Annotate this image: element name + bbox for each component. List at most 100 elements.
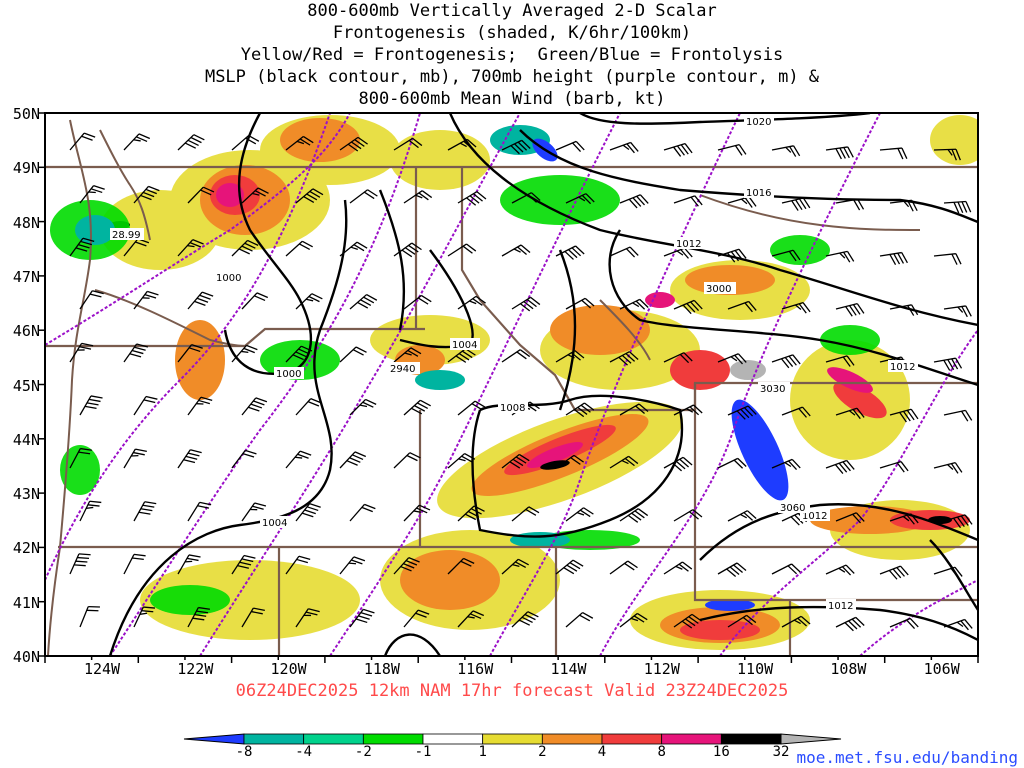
colorbar-label: 32	[772, 744, 790, 760]
wind-barb	[565, 297, 595, 310]
wind-barb	[619, 298, 649, 310]
lat-label: 45N	[12, 376, 40, 395]
colorbar-segment	[243, 733, 305, 745]
wind-barb	[349, 189, 378, 204]
wind-barb	[69, 553, 91, 575]
wind-barb	[943, 514, 973, 529]
wind-barb	[717, 248, 747, 263]
lat-label: 50N	[12, 105, 40, 123]
wind-barb	[79, 290, 104, 310]
wind-barb	[403, 504, 431, 522]
wind-barb	[349, 398, 377, 416]
axis-ticks	[39, 112, 979, 663]
wind-barb	[727, 614, 757, 628]
wind-barb	[187, 501, 212, 522]
svg-text:1012: 1012	[890, 362, 915, 373]
wind-barb	[619, 194, 649, 209]
wind-barb	[663, 561, 693, 575]
mslp-label: 28.99	[110, 228, 144, 241]
colorbar-min-triangle	[183, 733, 245, 745]
lat-label: 43N	[12, 485, 40, 504]
lat-label: 49N	[12, 159, 40, 178]
wind-barb	[501, 244, 531, 257]
lat-label: 47N	[12, 267, 40, 286]
wind-barb	[393, 242, 422, 258]
wind-barb	[835, 303, 865, 317]
wind-barb	[889, 408, 919, 423]
wind-barb	[943, 409, 973, 422]
wind-barb	[295, 293, 323, 310]
mslp-label: 1012	[888, 360, 918, 373]
colorbar-label: -8	[235, 744, 253, 760]
wind-barb	[501, 558, 529, 575]
svg-text:1004: 1004	[452, 340, 477, 351]
wind-barb	[133, 395, 158, 416]
wind-barb	[79, 395, 103, 416]
wind-barb	[285, 345, 313, 363]
mslp-label: 1000	[214, 271, 244, 284]
wind-barb	[835, 198, 865, 211]
wind-barb	[619, 508, 649, 523]
title-line-1: 800-600mb Vertically Averaged 2-D Scalar	[307, 1, 717, 21]
wind-barb	[511, 506, 540, 522]
wind-barb	[555, 245, 585, 260]
wind-barb	[825, 564, 855, 576]
wind-barb	[673, 299, 703, 315]
wind-barb	[295, 608, 320, 628]
title-line-3: Yellow/Red = Frontogenesis; Green/Blue =…	[240, 45, 784, 65]
wind-barb	[79, 605, 100, 628]
wind-barb	[403, 190, 433, 204]
wind-barb	[555, 140, 585, 152]
wind-barb	[187, 606, 211, 628]
colorbar-segment	[661, 733, 722, 745]
wind-barb	[241, 502, 267, 522]
wind-barb	[403, 294, 432, 310]
wind-barb	[339, 241, 368, 257]
wind-barb	[393, 557, 420, 575]
wind-barb	[447, 557, 475, 575]
wind-barb	[457, 400, 486, 416]
wind-barb	[447, 243, 477, 257]
credit-link[interactable]: moe.met.fsu.edu/banding	[796, 748, 1018, 767]
wind-barb	[177, 449, 202, 469]
wind-barb	[619, 403, 649, 416]
lon-label: 120W	[270, 660, 307, 678]
wind-barb	[717, 144, 747, 156]
colorbar	[183, 733, 842, 745]
wind-barb	[339, 346, 367, 363]
colorbar-segment	[601, 733, 663, 745]
lat-label: 41N	[12, 593, 40, 612]
height-label: 2940	[388, 362, 420, 375]
lon-label: 122W	[177, 660, 214, 678]
wind-barb	[79, 500, 102, 522]
wind-barb	[673, 195, 703, 207]
wind-barb	[663, 352, 693, 364]
wind-barb	[781, 406, 811, 418]
mslp-label: 1012	[674, 237, 704, 250]
lon-label: 116W	[457, 660, 494, 678]
wind-barb	[133, 606, 156, 628]
wind-barb	[403, 609, 430, 628]
wind-barb	[879, 251, 908, 265]
mslp-label: 1020	[744, 115, 774, 128]
colorbar-segment	[541, 733, 603, 745]
wind-barb	[727, 405, 757, 420]
svg-text:1000: 1000	[216, 273, 241, 284]
wind-barb	[511, 611, 539, 628]
wind-barb	[393, 347, 422, 363]
colorbar-label: 2	[538, 744, 547, 760]
lon-label: 106W	[923, 660, 960, 678]
wind-barb	[933, 357, 963, 371]
wind-barb	[349, 293, 378, 310]
svg-text:1012: 1012	[802, 511, 827, 522]
wind-barb	[879, 460, 909, 473]
wind-barb	[123, 343, 149, 363]
wind-barb	[79, 185, 105, 204]
colorbar-label: -4	[295, 744, 313, 760]
title-line-4: MSLP (black contour, mb), 700mb height (…	[204, 67, 820, 87]
svg-text:1020: 1020	[746, 117, 771, 128]
lon-label: 114W	[550, 660, 587, 678]
wind-barb	[511, 296, 541, 312]
wind-barb	[285, 450, 312, 469]
title-line-2: Frontogenesis (shaded, K/6hr/100km)	[332, 23, 692, 43]
